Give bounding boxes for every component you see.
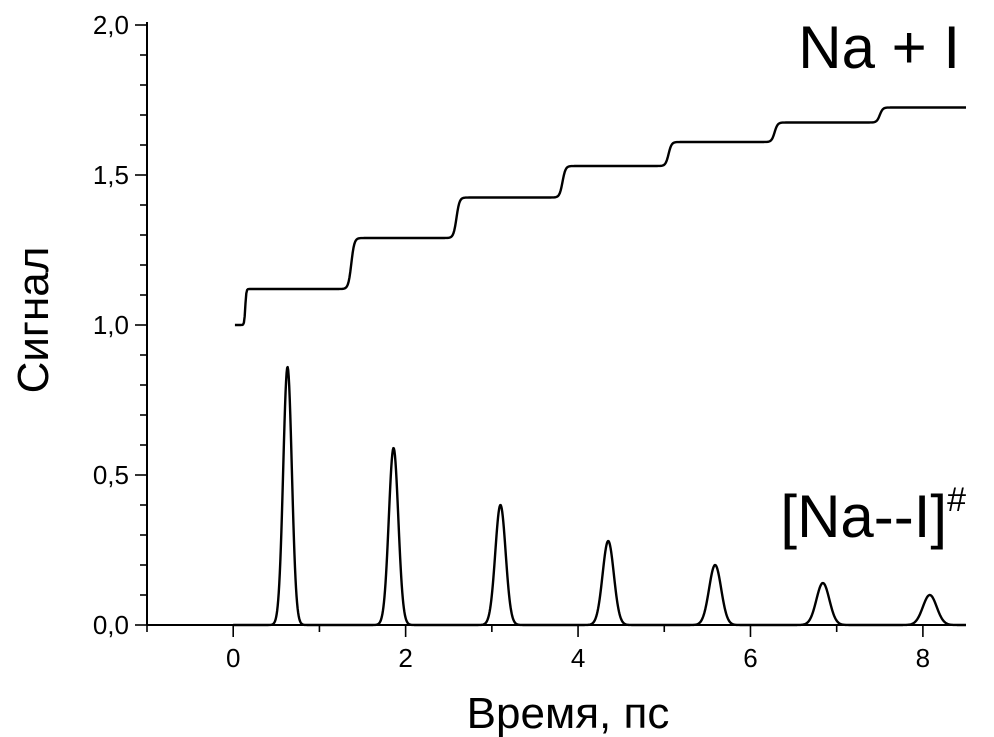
x-tick-label: 4 xyxy=(571,643,585,673)
y-tick-label: 0,0 xyxy=(93,610,129,640)
series-layer xyxy=(232,106,967,627)
series-peaks-curve xyxy=(232,365,967,627)
y-tick-label: 1,0 xyxy=(93,310,129,340)
y-tick-label: 0,5 xyxy=(93,460,129,490)
series-step-curve xyxy=(234,106,967,327)
annotation-transition-label: [Na--I]# xyxy=(780,481,966,550)
annotation-transition-superscript: # xyxy=(947,481,966,519)
x-tick-label: 8 xyxy=(916,643,930,673)
y-tick-label: 1,5 xyxy=(93,160,129,190)
x-tick-label: 2 xyxy=(398,643,412,673)
x-tick-label: 0 xyxy=(226,643,240,673)
x-axis-title: Время, пс xyxy=(467,689,670,737)
ticks xyxy=(135,24,924,637)
tick-labels: 0 2 4 6 8 0,0 0,5 1,0 1,5 2,0 xyxy=(93,10,930,673)
annotation-transition-main: [Na--I] xyxy=(780,483,947,550)
y-tick-label: 2,0 xyxy=(93,10,129,40)
x-tick-label: 6 xyxy=(743,643,757,673)
annotation-product-label: Na + I xyxy=(798,14,960,81)
y-axis-title: Сигнал xyxy=(9,247,58,394)
